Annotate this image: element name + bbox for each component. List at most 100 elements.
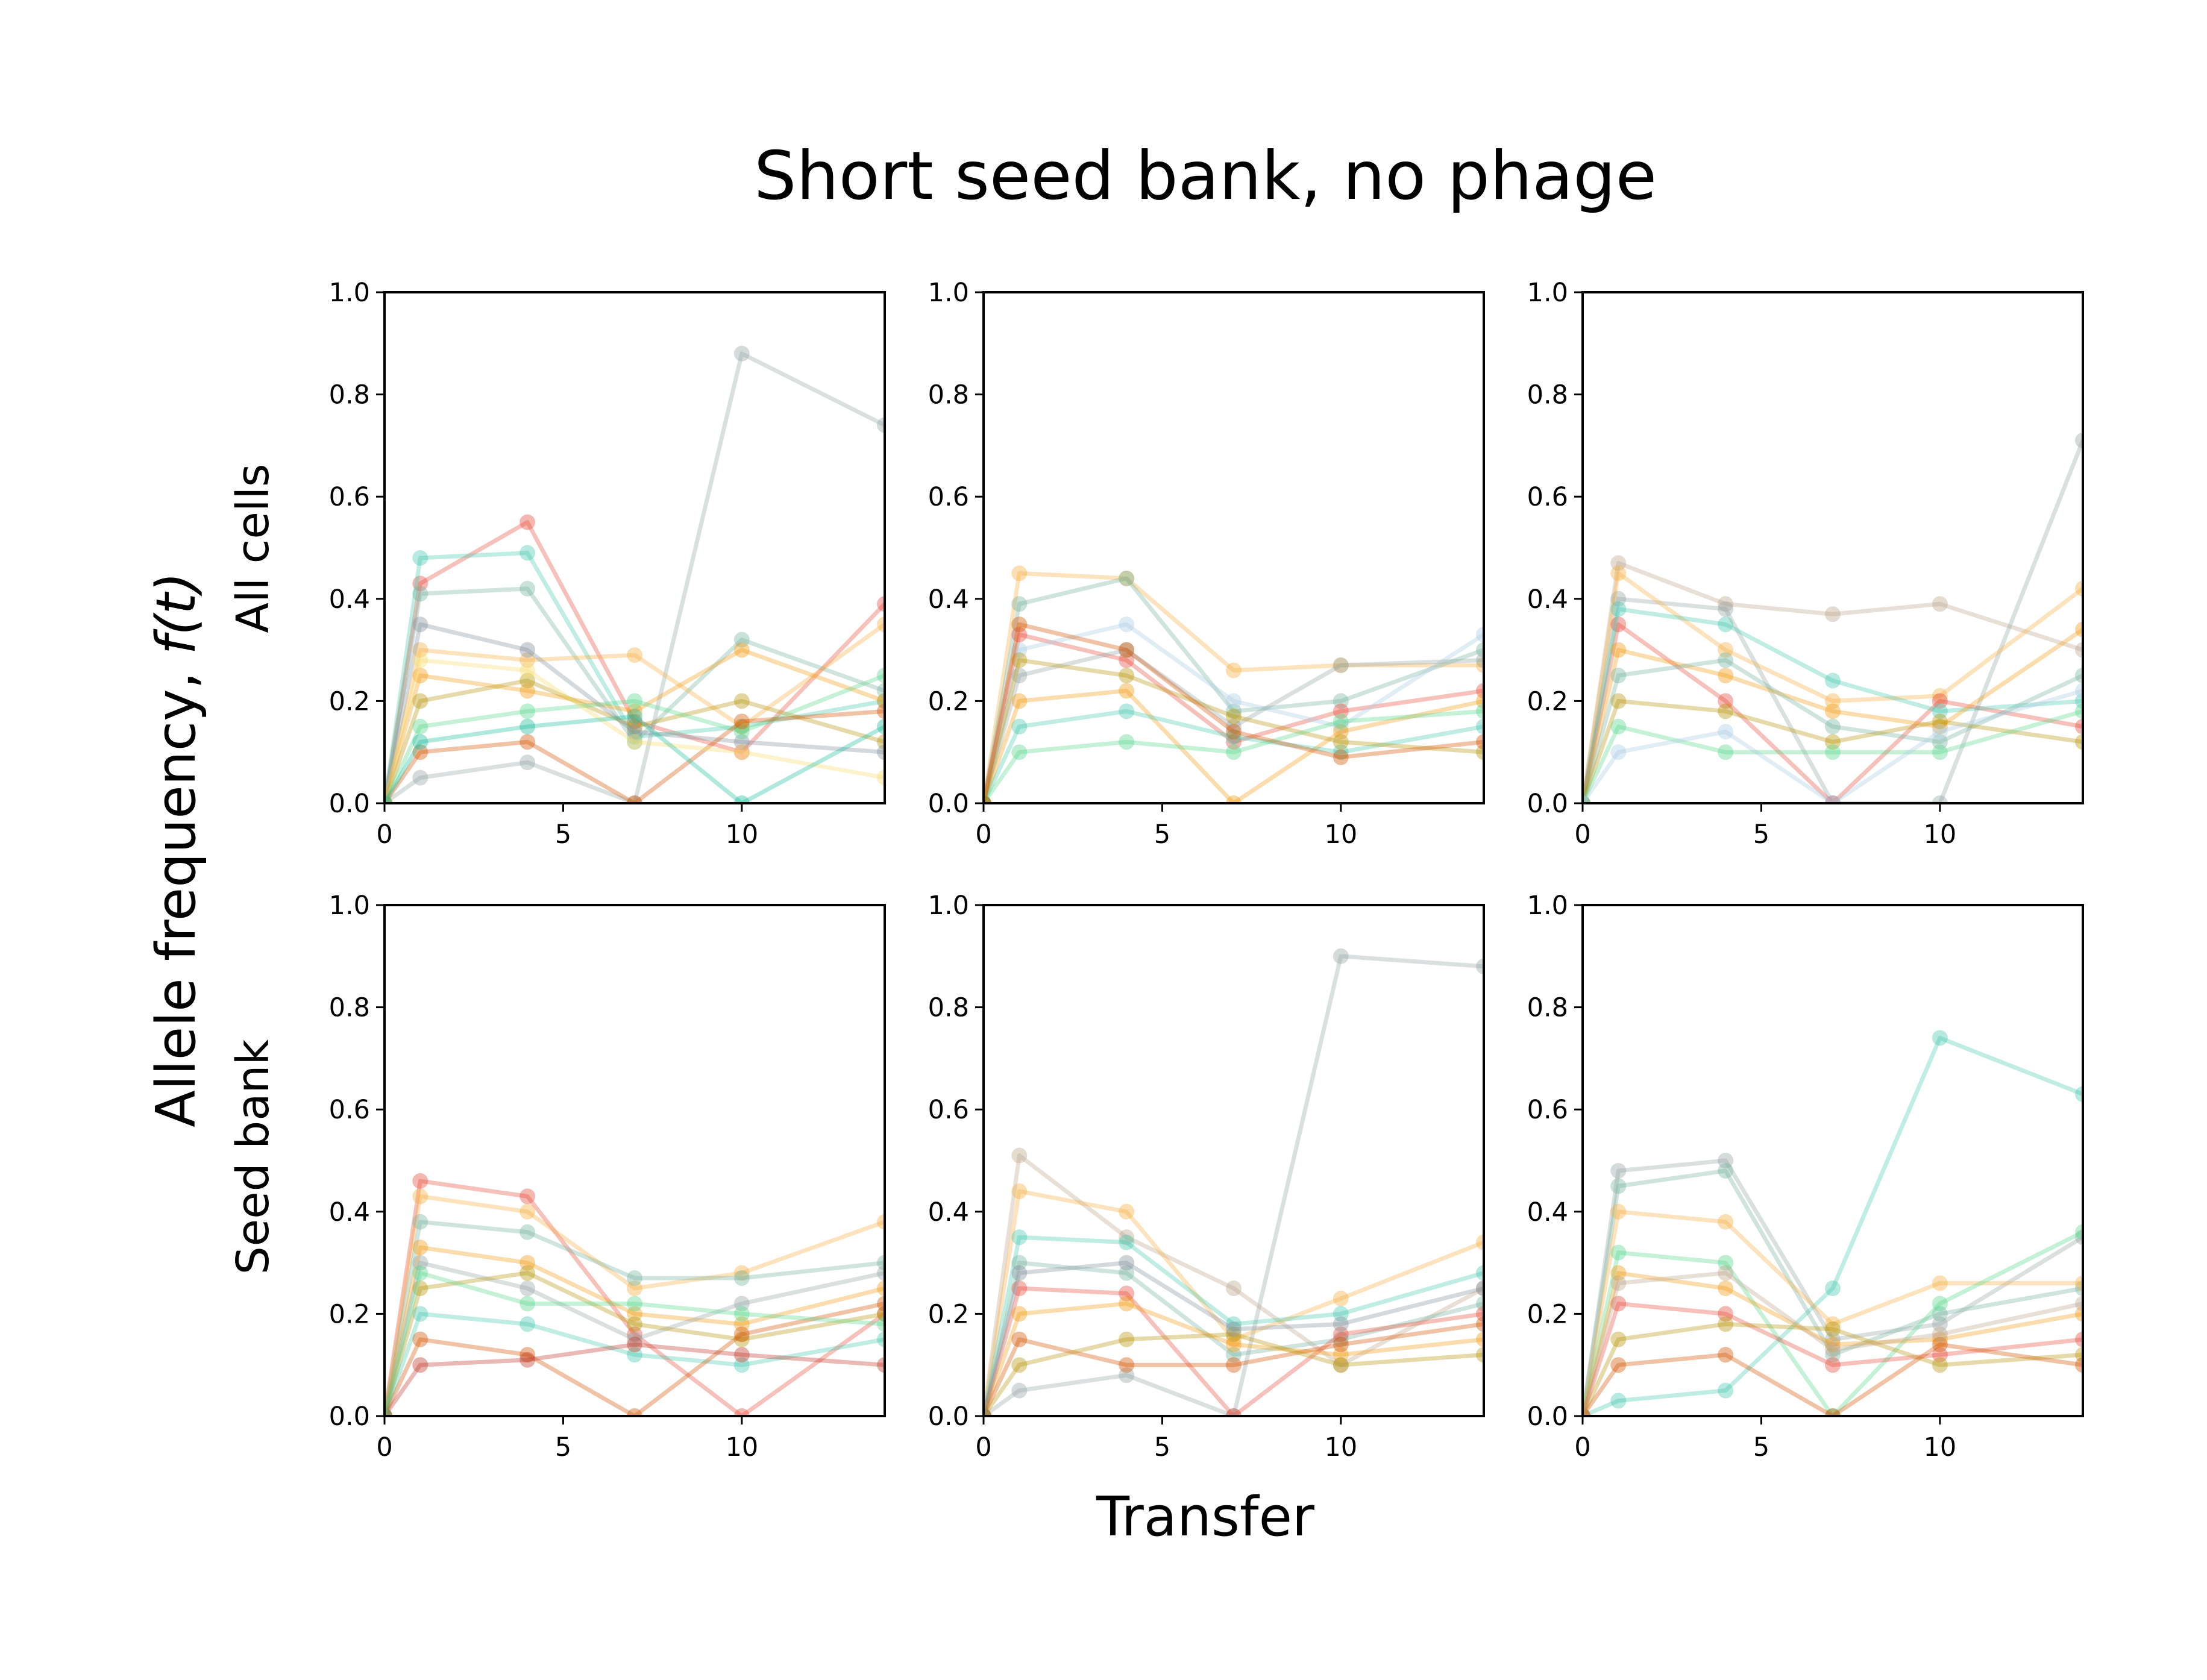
series-line (984, 648, 1484, 803)
panels-group: 0.0 0.2 0.4 0.6 0.8 1.0 0 5 10 0.0 0.2 0.4 0.6 0.8 1.0… (329, 278, 2084, 1462)
data-point (1226, 703, 1242, 719)
data-point (1333, 718, 1349, 735)
series-line (984, 1189, 1484, 1416)
data-point (1119, 616, 1135, 633)
data-point (1011, 693, 1028, 709)
data-point (520, 1280, 536, 1296)
data-point (1610, 668, 1627, 683)
data-point (1476, 1296, 1484, 1312)
data-point (2075, 1229, 2083, 1246)
series-line (984, 622, 1484, 803)
data-point (877, 693, 885, 709)
y-tick-label: 0.4 (329, 1197, 370, 1227)
data-point (733, 1316, 750, 1332)
data-point (1333, 657, 1349, 674)
data-point (1119, 642, 1135, 658)
panel-row2-col1: 0.0 0.2 0.4 0.6 0.8 1.0 0 5 10 (329, 891, 886, 1462)
y-tick-label: 0.6 (928, 482, 969, 512)
y-tick-label: 0.8 (329, 993, 370, 1023)
data-point (627, 1347, 642, 1363)
series-line (1583, 622, 2083, 803)
data-point (1610, 718, 1627, 735)
data-point (412, 718, 429, 735)
data-point (1718, 1347, 1734, 1363)
data-point (627, 703, 642, 719)
data-point (1718, 1153, 1734, 1168)
data-point (877, 1265, 885, 1281)
data-point (1610, 591, 1627, 607)
data-point (627, 693, 642, 709)
data-point (412, 1265, 429, 1281)
data-point (1610, 1357, 1627, 1373)
y-tick-label: 1.0 (1527, 891, 1568, 921)
data-point (1610, 1178, 1627, 1194)
data-point (1011, 1265, 1028, 1281)
data-point (1476, 1234, 1484, 1250)
series-line (1583, 1035, 2083, 1416)
data-point (520, 683, 536, 699)
data-point (1011, 1147, 1028, 1164)
data-point (984, 1408, 991, 1416)
data-point (1718, 1265, 1734, 1281)
data-point (1583, 795, 1590, 803)
y-tick-label: 0.4 (1527, 1197, 1568, 1227)
data-point (1932, 1296, 1948, 1312)
panel-row1-col2: 0.0 0.2 0.4 0.6 0.8 1.0 0 5 10 (928, 278, 1485, 850)
data-point (1610, 1296, 1627, 1312)
data-point (1476, 1316, 1484, 1332)
data-point (1476, 693, 1484, 709)
data-point (1011, 652, 1028, 668)
data-point (1932, 795, 1948, 803)
data-point (984, 1408, 991, 1416)
data-point (627, 708, 642, 724)
y-tick-label: 0.6 (928, 1095, 969, 1125)
x-tick-label: 5 (1154, 1432, 1170, 1462)
data-point (1825, 734, 1841, 750)
data-point (520, 1316, 536, 1332)
data-point (1718, 693, 1734, 709)
data-point (1932, 1337, 1948, 1353)
data-point (1932, 724, 1948, 740)
series-line (984, 1235, 1484, 1416)
series-group (1583, 1030, 2083, 1416)
data-point (2075, 1280, 2083, 1296)
data-point (1825, 1331, 1841, 1347)
series-line (984, 571, 1484, 803)
y-tick-label: 0.0 (329, 789, 370, 819)
data-point (733, 693, 750, 709)
data-point (1476, 683, 1484, 699)
data-point (984, 1408, 991, 1416)
data-point (627, 724, 642, 740)
y-tick-label: 0.4 (928, 1197, 969, 1227)
data-point (1476, 1280, 1484, 1296)
data-point (520, 1347, 536, 1363)
data-point (520, 642, 536, 658)
data-point (1119, 570, 1135, 586)
series-line (1583, 1209, 2083, 1416)
y-tick-label: 1.0 (1527, 278, 1568, 308)
data-point (1583, 795, 1590, 803)
x-tick-label: 10 (725, 1432, 758, 1462)
data-point (2075, 432, 2083, 448)
data-point (984, 795, 991, 803)
series-line (385, 1261, 885, 1416)
data-point (1333, 1306, 1349, 1322)
data-point (877, 734, 885, 750)
series-line (385, 1271, 885, 1416)
data-point (877, 683, 885, 699)
data-point (520, 514, 536, 530)
data-point (1932, 1326, 1948, 1343)
data-point (877, 1214, 885, 1230)
series-line (984, 688, 1484, 803)
data-point (1226, 1347, 1242, 1363)
data-point (1333, 703, 1349, 719)
data-point (1825, 795, 1841, 803)
data-point (2075, 693, 2083, 709)
series-line (984, 632, 1484, 803)
data-point (412, 1331, 429, 1347)
data-point (2075, 718, 2083, 735)
data-point (1119, 1234, 1135, 1250)
data-point (412, 744, 429, 760)
data-point (733, 1357, 750, 1373)
series-line (984, 658, 1484, 803)
